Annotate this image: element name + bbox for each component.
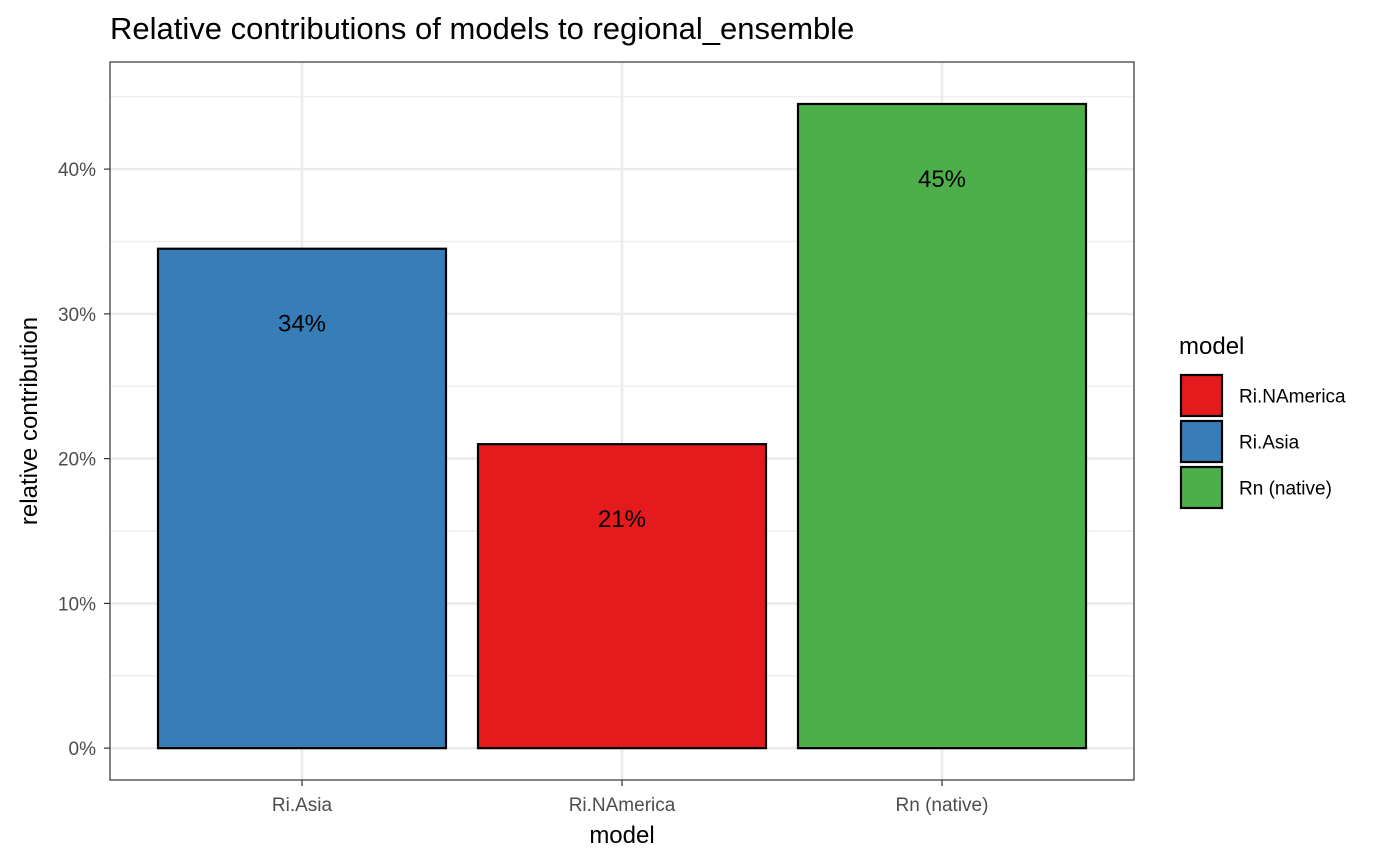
y-tick-label: 30%: [58, 305, 96, 326]
legend-key: [1179, 465, 1224, 510]
y-tick-label: 40%: [58, 160, 96, 181]
legend-label: Rn (native): [1239, 479, 1332, 500]
data-label: 45%: [918, 166, 966, 193]
legend-key: [1179, 419, 1224, 464]
legend: model Ri.NAmerica Ri.Asia Rn (native): [1179, 333, 1346, 510]
legend-title: model: [1179, 333, 1244, 360]
bar-ri-asia: [156, 247, 448, 750]
data-labels: 34% 21% 45%: [278, 166, 966, 533]
legend-key: [1179, 373, 1224, 418]
x-tick-label: Ri.Asia: [272, 795, 333, 816]
data-label: 21%: [598, 506, 646, 533]
axes: 0% 10% 20% 30% 40% Ri.Asia Ri.NAmerica Rn (nati…: [58, 160, 988, 816]
y-tick-label: 10%: [58, 594, 96, 615]
data-label: 34%: [278, 311, 326, 338]
legend-label: Ri.NAmerica: [1239, 387, 1346, 408]
legend-label: Ri.Asia: [1239, 433, 1300, 454]
y-tick-label: 20%: [58, 450, 96, 471]
y-tick-label: 0%: [69, 739, 97, 760]
chart-title: Relative contributions of models to regi…: [110, 11, 854, 46]
x-tick-label: Ri.NAmerica: [569, 795, 676, 816]
bar-rn-native: [796, 102, 1088, 750]
y-axis-title: relative contribution: [16, 317, 43, 525]
bars: [156, 102, 1088, 750]
bar-ri-namerica: [476, 443, 768, 750]
x-axis-title: model: [589, 822, 654, 849]
x-tick-label: Rn (native): [896, 795, 989, 816]
